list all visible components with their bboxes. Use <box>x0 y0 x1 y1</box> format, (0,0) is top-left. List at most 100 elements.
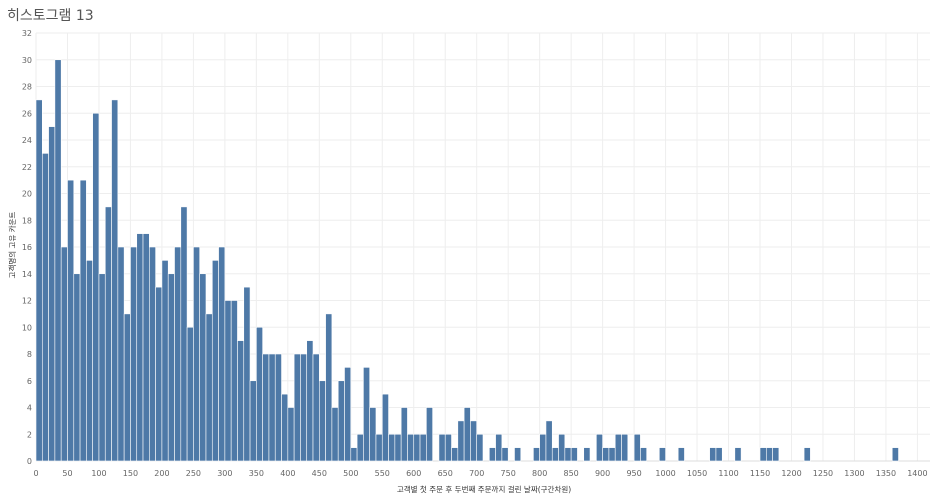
histogram-bar[interactable] <box>463 407 471 462</box>
histogram-bar[interactable] <box>117 246 125 462</box>
histogram-bar[interactable] <box>400 407 408 462</box>
histogram-bar[interactable] <box>369 407 377 462</box>
histogram-bar[interactable] <box>558 433 566 462</box>
histogram-bar[interactable] <box>136 233 144 462</box>
histogram-bar[interactable] <box>545 420 553 462</box>
histogram-bar[interactable] <box>193 246 200 462</box>
histogram-bar[interactable] <box>363 367 370 462</box>
histogram-bar[interactable] <box>281 393 289 462</box>
histogram-bar[interactable] <box>766 447 773 462</box>
histogram-bar[interactable] <box>167 273 175 462</box>
histogram-bar[interactable] <box>256 326 263 462</box>
histogram-bar[interactable] <box>350 447 358 462</box>
histogram-bar[interactable] <box>658 447 666 462</box>
histogram-bar[interactable] <box>331 407 339 462</box>
histogram-bar[interactable] <box>224 300 232 462</box>
histogram-bar[interactable] <box>54 59 62 462</box>
histogram-bar[interactable] <box>92 112 100 462</box>
histogram-bar[interactable] <box>640 447 647 462</box>
histogram-bar[interactable] <box>426 407 433 462</box>
histogram-bar[interactable] <box>614 433 622 462</box>
histogram-bar[interactable] <box>218 246 226 462</box>
histogram-bar[interactable] <box>413 433 421 462</box>
histogram-bar[interactable] <box>772 447 780 462</box>
histogram-bar[interactable] <box>319 380 326 462</box>
histogram-bar[interactable] <box>470 420 478 462</box>
histogram-bar[interactable] <box>312 353 320 462</box>
histogram-bar[interactable] <box>344 367 352 462</box>
histogram-bar[interactable] <box>419 433 427 462</box>
histogram-bar[interactable] <box>488 447 496 462</box>
histogram-bar[interactable] <box>759 447 767 462</box>
histogram-bar[interactable] <box>155 286 163 462</box>
histogram-bar[interactable] <box>211 260 219 462</box>
histogram-bar[interactable] <box>67 179 75 462</box>
histogram-bar[interactable] <box>149 246 156 462</box>
histogram-bar[interactable] <box>73 273 81 462</box>
histogram-bar[interactable] <box>243 286 251 462</box>
histogram-bar[interactable] <box>60 246 68 462</box>
histogram-bar[interactable] <box>325 313 333 462</box>
histogram-bar[interactable] <box>205 313 213 462</box>
histogram-bar[interactable] <box>596 433 603 462</box>
histogram-bar[interactable] <box>98 273 106 462</box>
histogram-bar[interactable] <box>86 260 93 462</box>
histogram-bar[interactable] <box>123 313 131 462</box>
histogram-bar[interactable] <box>734 447 742 462</box>
histogram-bar[interactable] <box>514 447 522 462</box>
histogram-bar[interactable] <box>274 353 282 462</box>
histogram-bar[interactable] <box>293 353 301 462</box>
histogram-bar[interactable] <box>199 273 207 462</box>
histogram-bar[interactable] <box>262 353 270 462</box>
histogram-bar[interactable] <box>174 246 182 462</box>
histogram-bar[interactable] <box>130 246 138 462</box>
histogram-bar[interactable] <box>104 206 112 462</box>
histogram-bar[interactable] <box>501 447 509 462</box>
histogram-bar[interactable] <box>715 447 723 462</box>
histogram-bar[interactable] <box>356 433 364 462</box>
histogram-bar[interactable] <box>142 233 150 462</box>
histogram-bar[interactable] <box>677 447 685 462</box>
histogram-bar[interactable] <box>495 433 503 462</box>
histogram-bar[interactable] <box>608 447 616 462</box>
histogram-bar[interactable] <box>633 433 641 462</box>
histogram-bar[interactable] <box>35 99 43 462</box>
histogram-bar[interactable] <box>375 433 383 462</box>
histogram-bar[interactable] <box>583 447 591 462</box>
histogram-bar[interactable] <box>570 447 578 462</box>
histogram-bar[interactable] <box>803 447 811 462</box>
histogram-bar[interactable] <box>891 447 899 462</box>
histogram-bar[interactable] <box>444 433 452 462</box>
histogram-bar[interactable] <box>551 447 559 462</box>
histogram-bar[interactable] <box>41 153 49 462</box>
histogram-bar[interactable] <box>111 99 119 462</box>
histogram-bar[interactable] <box>709 447 717 462</box>
histogram-bar[interactable] <box>161 260 169 462</box>
histogram-bar[interactable] <box>451 447 459 462</box>
histogram-bar[interactable] <box>180 206 188 462</box>
histogram-bar[interactable] <box>230 300 238 462</box>
histogram-bar[interactable] <box>268 353 276 462</box>
histogram-bar[interactable] <box>186 326 194 462</box>
histogram-bar[interactable] <box>388 433 396 462</box>
x-tick-label: 600 <box>406 469 421 478</box>
histogram-bar[interactable] <box>48 126 56 462</box>
histogram-bar[interactable] <box>300 353 308 462</box>
histogram-bar[interactable] <box>237 340 245 462</box>
histogram-bar[interactable] <box>564 447 572 462</box>
histogram-bar[interactable] <box>457 420 465 462</box>
histogram-bar[interactable] <box>533 447 540 462</box>
histogram-bar[interactable] <box>539 433 547 462</box>
histogram-bar[interactable] <box>249 380 257 462</box>
histogram-bar[interactable] <box>602 447 610 462</box>
histogram-bar[interactable] <box>79 179 87 462</box>
histogram-bar[interactable] <box>287 407 295 462</box>
histogram-bar[interactable] <box>381 393 389 462</box>
histogram-bar[interactable] <box>438 433 446 462</box>
histogram-bar[interactable] <box>306 340 314 462</box>
histogram-bar[interactable] <box>476 433 484 462</box>
histogram-bar[interactable] <box>407 433 415 462</box>
histogram-bar[interactable] <box>337 380 345 462</box>
histogram-bar[interactable] <box>621 433 629 462</box>
histogram-bar[interactable] <box>394 433 402 462</box>
